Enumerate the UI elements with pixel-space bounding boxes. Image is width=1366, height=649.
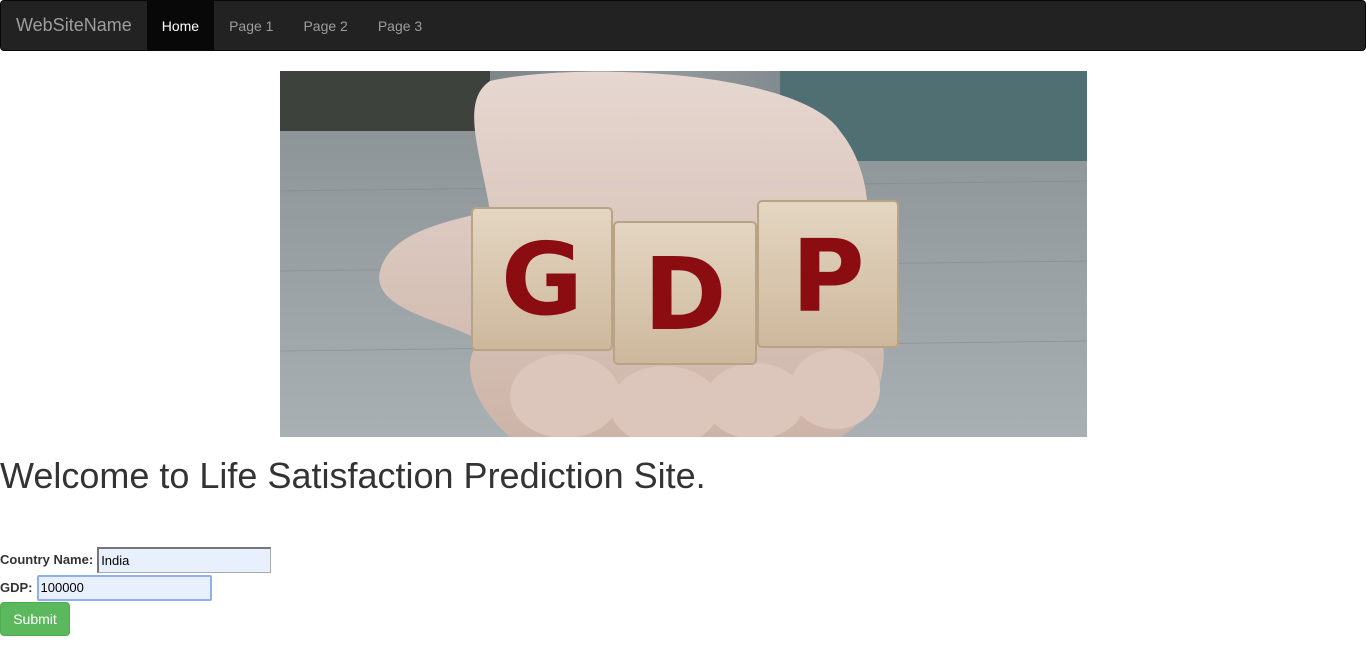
block-letter-g: G xyxy=(501,221,583,338)
nav-item-home[interactable]: Home xyxy=(146,1,215,50)
brand-link[interactable]: WebSiteName xyxy=(16,15,132,35)
wooden-blocks: G D P xyxy=(471,200,899,365)
page-title: Welcome to Life Satisfaction Prediction … xyxy=(0,455,706,496)
nav-item-page-3[interactable]: Page 3 xyxy=(377,17,423,34)
hand-holding-gdp-blocks-image: G D P xyxy=(280,71,1087,437)
gdp-row: GDP: xyxy=(0,574,271,601)
prediction-form: Country Name: GDP: xyxy=(0,546,272,602)
country-name-label: Country Name: xyxy=(0,552,94,567)
gdp-input[interactable] xyxy=(36,574,212,601)
block-letter-d: D xyxy=(643,236,726,353)
top-navbar: WebSiteName Home Page 1 Page 2 Page 3 xyxy=(0,0,1366,51)
nav-item-page-2[interactable]: Page 2 xyxy=(303,17,348,34)
gdp-label: GDP: xyxy=(0,580,33,595)
nav-item-page-1[interactable]: Page 1 xyxy=(229,17,274,34)
gdp-hero-image: G D P xyxy=(280,71,1087,437)
country-row: Country Name: xyxy=(0,546,272,573)
block-letter-p: P xyxy=(791,218,864,335)
submit-button[interactable]: Submit xyxy=(0,602,70,636)
country-name-input[interactable] xyxy=(97,546,272,573)
